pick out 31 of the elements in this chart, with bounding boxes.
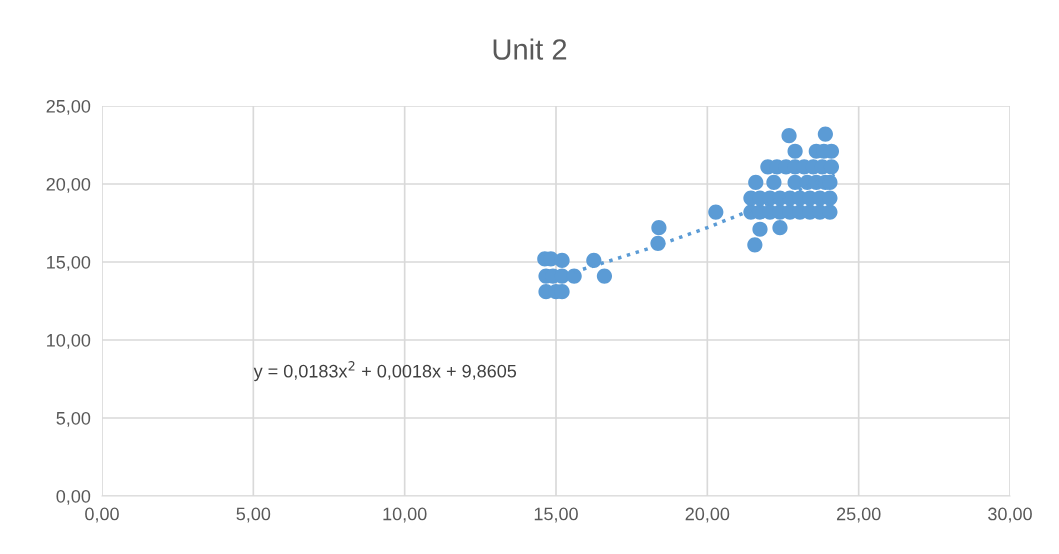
point	[781, 128, 797, 144]
x-tick-label: 0,00	[85, 507, 119, 523]
x-tick-label: 10,00	[383, 507, 427, 523]
y-tick-label: 0,00	[56, 489, 91, 505]
point	[651, 220, 667, 236]
point	[766, 174, 782, 191]
x-tick-label: 5,00	[236, 507, 271, 523]
x-tick-label: 25,00	[836, 507, 881, 523]
point	[747, 237, 763, 253]
point	[596, 268, 613, 284]
point	[817, 126, 833, 142]
y-tick-label: 5,00	[56, 411, 91, 427]
point	[772, 220, 788, 236]
point	[822, 204, 838, 220]
y-tick-label: 10,00	[47, 333, 91, 349]
point	[566, 268, 582, 284]
x-tick-label: 30,00	[988, 507, 1032, 523]
point	[554, 252, 570, 269]
x-tick-label: 15,00	[534, 507, 578, 523]
y-tick-label: 25,00	[46, 99, 91, 115]
point	[752, 221, 768, 237]
chart-title: Unit 2	[493, 38, 567, 60]
y-tick-label: 20,00	[46, 177, 91, 193]
point	[787, 143, 803, 159]
x-tick-label: 20,00	[685, 507, 730, 523]
point	[748, 174, 764, 191]
annotation: y = 0,0183x$^{2}$ + 0,0018x + 9,8605	[253, 361, 517, 382]
point	[586, 252, 602, 269]
point	[708, 204, 724, 220]
point	[822, 190, 838, 206]
y-tick-label: 15,00	[47, 255, 91, 271]
